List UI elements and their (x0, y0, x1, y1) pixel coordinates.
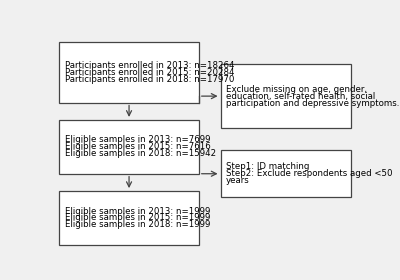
Text: Exclude missing on age, gender,: Exclude missing on age, gender, (226, 85, 367, 94)
FancyBboxPatch shape (220, 150, 351, 197)
Text: Participants enrolled in 2015: n=20284: Participants enrolled in 2015: n=20284 (65, 68, 234, 77)
Text: Eligible samples in 2015: n=1999: Eligible samples in 2015: n=1999 (65, 213, 210, 222)
Text: Participants enrolled in 2013: n=18264: Participants enrolled in 2013: n=18264 (65, 61, 234, 70)
Text: Eligible samples in 2013: n=1999: Eligible samples in 2013: n=1999 (65, 207, 210, 216)
Text: Step2: Exclude respondents aged <50: Step2: Exclude respondents aged <50 (226, 169, 392, 178)
FancyBboxPatch shape (220, 64, 351, 129)
Text: Eligible samples in 2018: n=15942: Eligible samples in 2018: n=15942 (65, 149, 216, 158)
Text: education, self-rated health, social: education, self-rated health, social (226, 92, 375, 101)
Text: Eligible samples in 2013: n=7699: Eligible samples in 2013: n=7699 (65, 135, 210, 144)
Text: Eligible samples in 2018: n=1999: Eligible samples in 2018: n=1999 (65, 220, 210, 229)
FancyBboxPatch shape (59, 42, 199, 102)
FancyBboxPatch shape (59, 191, 199, 245)
Text: participation and depressive symptoms.: participation and depressive symptoms. (226, 99, 400, 108)
Text: Eligible samples in 2015: n=7616: Eligible samples in 2015: n=7616 (65, 142, 211, 151)
Text: years: years (226, 176, 250, 185)
Text: Step1: ID matching: Step1: ID matching (226, 162, 310, 171)
FancyBboxPatch shape (59, 120, 199, 174)
Text: Participants enrolled in 2018: n=17970: Participants enrolled in 2018: n=17970 (65, 75, 234, 84)
